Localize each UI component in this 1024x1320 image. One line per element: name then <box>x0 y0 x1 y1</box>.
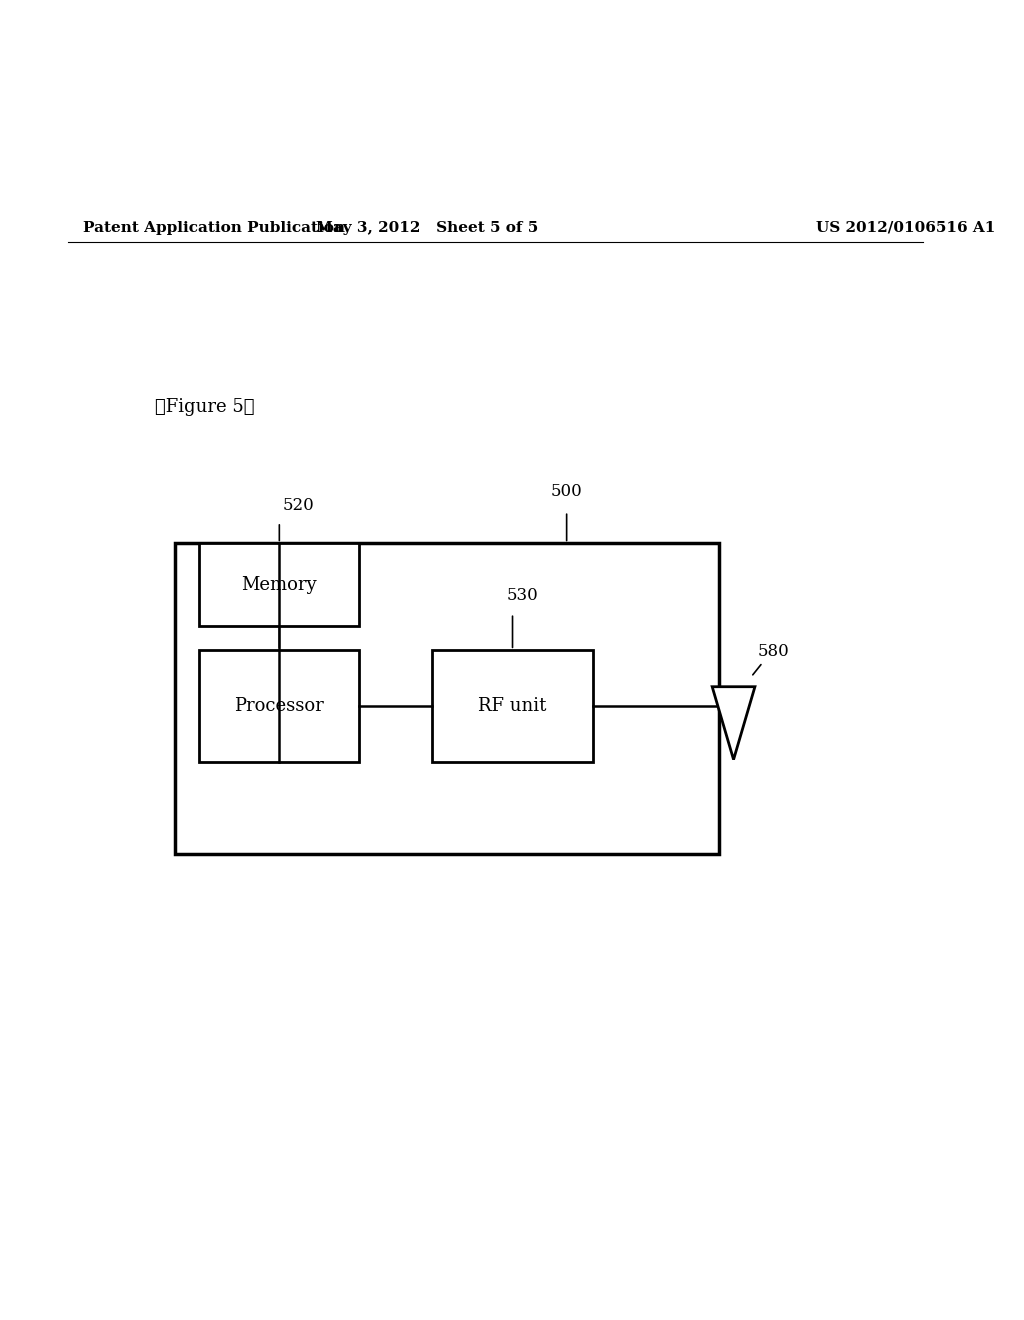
Text: RF unit: RF unit <box>478 697 547 715</box>
Text: 530: 530 <box>506 586 538 603</box>
Bar <box>175 544 719 854</box>
Bar <box>200 651 359 762</box>
Text: May 3, 2012   Sheet 5 of 5: May 3, 2012 Sheet 5 of 5 <box>316 220 539 235</box>
Bar <box>432 651 593 762</box>
Text: Processor: Processor <box>234 697 325 715</box>
Polygon shape <box>712 686 755 759</box>
Text: 《Figure 5》: 《Figure 5》 <box>156 399 255 416</box>
Text: 510: 510 <box>273 586 305 603</box>
Text: 500: 500 <box>551 483 583 500</box>
Text: US 2012/0106516 A1: US 2012/0106516 A1 <box>816 220 995 235</box>
Bar <box>200 544 359 626</box>
Text: Patent Application Publication: Patent Application Publication <box>83 220 345 235</box>
Text: Memory: Memory <box>242 576 317 594</box>
Text: 580: 580 <box>758 643 790 660</box>
Text: 520: 520 <box>283 498 314 515</box>
